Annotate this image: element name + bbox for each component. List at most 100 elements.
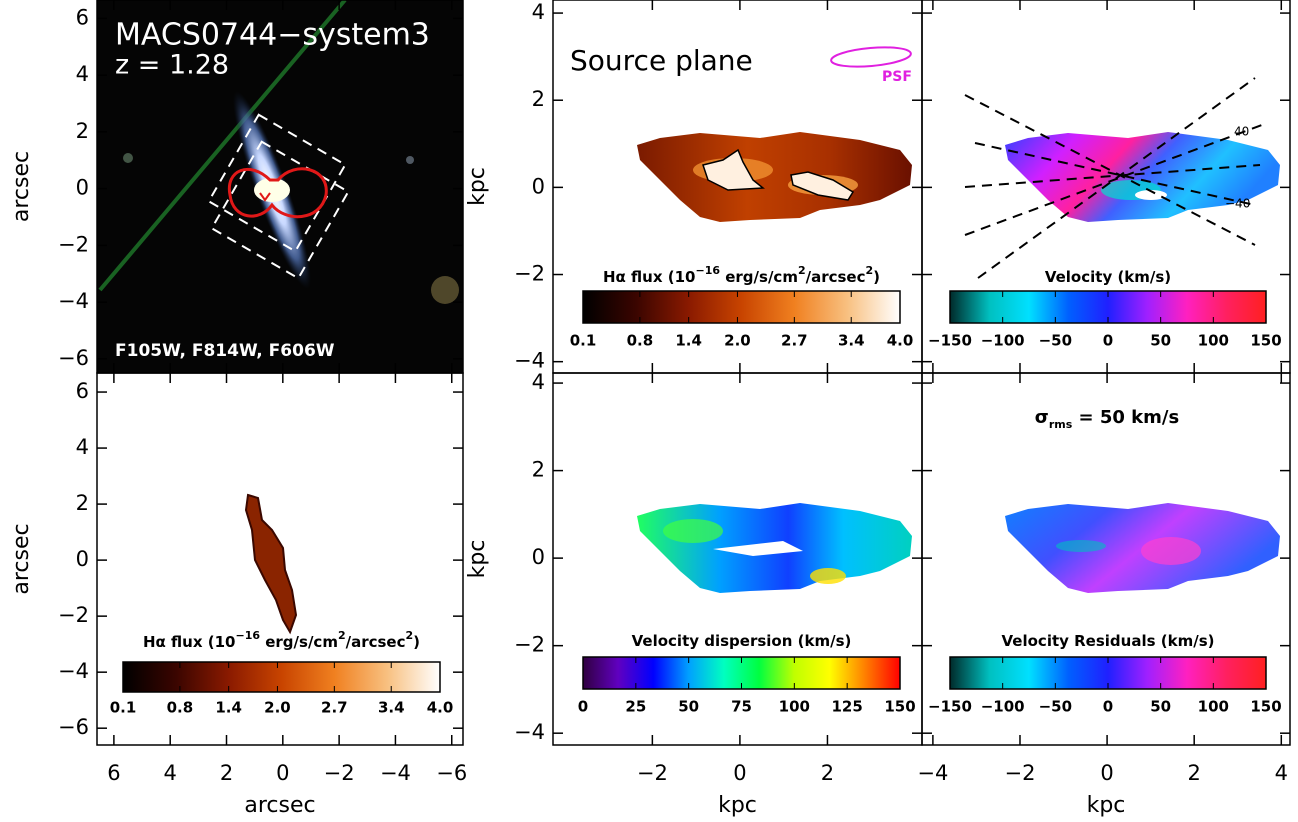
colorbar-tick-label: 2.7: [781, 332, 808, 350]
x-tick-label: −2: [324, 761, 355, 785]
colorbar-tick-label: 1.4: [215, 699, 242, 717]
colorbar-title-part: Velocity (km/s): [1045, 268, 1171, 286]
colorbar-title-part: /arcsec: [806, 268, 866, 286]
colorbar-tick-label: 125: [832, 698, 863, 716]
y-tick-label: 0: [532, 545, 545, 569]
colorbar-title-part: Hα flux (10: [603, 268, 696, 286]
x-tick-label: −2: [1005, 761, 1036, 785]
x-tick-label: −4: [380, 761, 411, 785]
y-tick-label: 4: [76, 435, 89, 459]
x-tick-label: 2: [220, 761, 233, 785]
colorbar-tick-label: −150: [928, 332, 972, 350]
colorbar-tick-label: 150: [1250, 698, 1281, 716]
colorbar-tick-label: 100: [1198, 332, 1229, 350]
y-tick-label: −6: [58, 715, 89, 739]
colorbar-tick-label: 0.1: [110, 699, 137, 717]
kinematic-axes: [964, 77, 1263, 279]
flux-map: [637, 46, 912, 222]
colorbar-tick-label: 4.0: [427, 699, 454, 717]
y-axis-label: arcsec: [9, 151, 34, 222]
x-tick-label: 0: [733, 761, 746, 785]
colorbar-title-part: ): [873, 268, 880, 286]
colorbar-tick-label: 50: [1150, 332, 1171, 350]
sigma-part: rms: [1049, 418, 1073, 431]
colorbar-title-part: −16: [695, 264, 720, 277]
colorbar-title: Velocity (km/s): [1045, 268, 1171, 286]
psf-label: PSF: [882, 69, 912, 85]
colorbar-title-part: /arcsec: [346, 633, 406, 651]
x-tick-label: −2: [637, 761, 668, 785]
colorbar-tick-label: 0: [578, 698, 588, 716]
hst-image: [97, 0, 463, 373]
x-tick-label: 4: [164, 761, 177, 785]
y-axis-label: arcsec: [9, 523, 34, 594]
y-tick-label: −2: [514, 633, 545, 657]
filters: F105W, F814W, F606W: [115, 341, 335, 361]
x-tick-label: 0: [276, 761, 289, 785]
colorbar-title: Velocity Residuals (km/s): [1002, 632, 1215, 650]
colorbar-title-part: Velocity dispersion (km/s): [632, 632, 852, 650]
colorbar-title-part: erg/s/cm: [260, 633, 338, 651]
y-tick-label: 0: [76, 176, 89, 200]
x-tick-label: −4: [917, 761, 948, 785]
y-tick-label: −2: [514, 262, 545, 286]
velocity-map: [1005, 132, 1280, 222]
x-tick-label: 6: [107, 761, 120, 785]
y-tick-label: 0: [532, 174, 545, 198]
colorbar-tick-label: 2.7: [321, 699, 348, 717]
y-tick-label: −4: [58, 659, 89, 683]
panel-title: MACS0744−system3: [115, 18, 430, 53]
redshift: z = 1.28: [115, 50, 229, 81]
colorbar-tick-label: −100: [981, 698, 1025, 716]
y-tick-label: 0: [76, 547, 89, 571]
x-tick-label: −6: [436, 761, 467, 785]
sigma-part: σ: [1035, 407, 1049, 428]
colorbar-tick-label: 1.4: [675, 332, 702, 350]
colorbar-title-part: erg/s/cm: [720, 268, 798, 286]
y-tick-label: 6: [76, 5, 89, 29]
x-axis-label: kpc: [1087, 793, 1126, 818]
colorbar-tick-label: 3.4: [378, 699, 405, 717]
colorbar: [582, 290, 901, 324]
y-tick-label: 4: [532, 370, 545, 394]
colorbar-tick-label: −100: [981, 332, 1025, 350]
y-axis-label: kpc: [465, 540, 490, 579]
colorbar-tick-label: 2.0: [264, 699, 291, 717]
x-tick-label: 2: [1188, 761, 1201, 785]
colorbar-tick-label: 100: [1198, 698, 1229, 716]
colorbar-tick-label: 2.0: [724, 332, 751, 350]
sigma-rms: σrms = 50 km/s: [1035, 407, 1179, 431]
colorbar-title: Hα flux (10−16 erg/s/cm2/arcsec2): [603, 264, 880, 286]
colorbar-tick-label: 4.0: [887, 332, 914, 350]
panel-frame: [921, 372, 1291, 746]
x-axis-label: kpc: [718, 793, 757, 818]
y-tick-label: 2: [532, 458, 545, 482]
panel-title: Source plane: [570, 44, 753, 77]
colorbar-tick-label: −150: [928, 698, 972, 716]
colorbar-title-part: 2: [798, 264, 806, 277]
colorbar-tick-label: 75: [731, 698, 752, 716]
x-tick-label: 2: [821, 761, 834, 785]
colorbar-tick-label: 25: [625, 698, 646, 716]
panel-frame: [96, 372, 464, 746]
colorbar-title: Hα flux (10−16 erg/s/cm2/arcsec2): [143, 629, 420, 651]
y-tick-label: 4: [76, 62, 89, 86]
colorbar-tick-label: 100: [779, 698, 810, 716]
colorbar-tick-label: 150: [1250, 332, 1281, 350]
y-tick-label: −4: [514, 349, 545, 373]
colorbar-tick-label: −50: [1039, 332, 1072, 350]
colorbar-tick-label: 0: [1103, 698, 1113, 716]
residual-map: [1005, 503, 1280, 593]
y-tick-label: 4: [532, 0, 545, 24]
colorbar-title-part: 2: [406, 629, 414, 642]
x-tick-label: 0: [1100, 761, 1113, 785]
colorbar-tick-label: 0.8: [627, 332, 654, 350]
y-tick-label: −2: [58, 232, 89, 256]
colorbar-title: Velocity dispersion (km/s): [632, 632, 852, 650]
y-tick-label: 2: [76, 119, 89, 143]
colorbar-tick-label: 50: [678, 698, 699, 716]
y-tick-label: −6: [58, 346, 89, 370]
colorbar-title-part: −16: [235, 629, 260, 642]
colorbar-tick-label: 0.8: [167, 699, 194, 717]
